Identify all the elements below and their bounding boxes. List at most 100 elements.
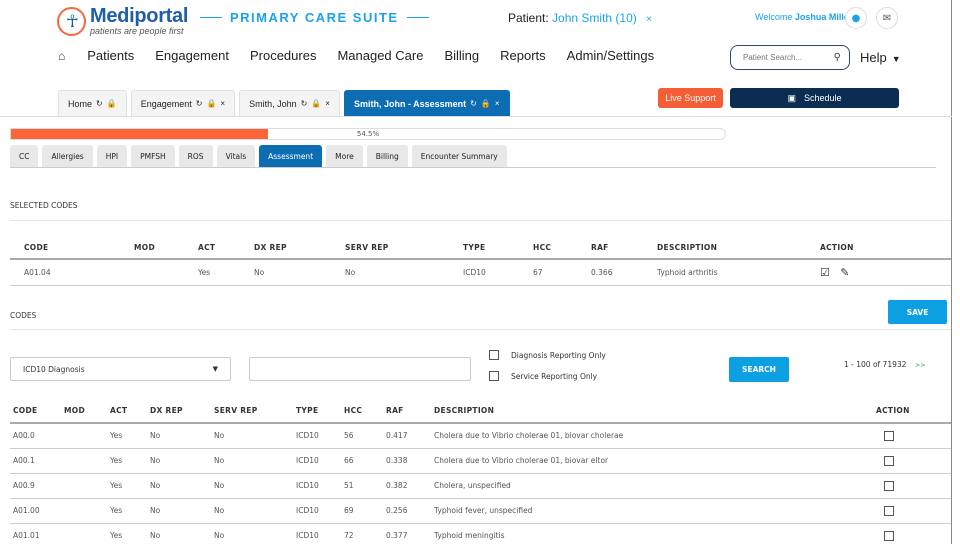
col-description[interactable]: DESCRIPTION [657, 236, 820, 260]
tab-ros[interactable]: ROS [178, 145, 213, 167]
diagnosis-reporting-checkbox[interactable] [489, 350, 499, 360]
next-page-button[interactable]: >> [914, 361, 926, 369]
nav-engagement[interactable]: Engagement [155, 48, 229, 63]
nav-patients[interactable]: Patients [87, 48, 135, 63]
service-reporting-filter[interactable]: Service Reporting Only [489, 371, 597, 381]
tab-cc[interactable]: CC [10, 145, 39, 167]
session-tab-engagement[interactable]: Engagement ↻ 🔒 × [130, 90, 236, 116]
col-dx-rep[interactable]: DX REP [254, 236, 345, 260]
edit-icon[interactable]: ✎ [840, 265, 850, 279]
col-description[interactable]: DESCRIPTION [434, 398, 876, 424]
tab-assessment[interactable]: Assessment [259, 145, 323, 167]
cell-act: Yes [110, 523, 150, 544]
calendar-icon: ▣ [787, 92, 796, 103]
select-code-checkbox[interactable] [884, 530, 894, 541]
nav-managed-care[interactable]: Managed Care [337, 48, 424, 63]
session-tab-assessment[interactable]: Smith, John - Assessment ↻ 🔒 × [343, 90, 510, 116]
search-button[interactable]: SEARCH [729, 357, 789, 382]
close-icon[interactable]: × [494, 99, 500, 108]
refresh-icon[interactable]: ↻ [300, 99, 308, 108]
close-icon[interactable]: × [220, 99, 226, 108]
tab-billing[interactable]: Billing [366, 145, 408, 167]
cell-hcc: 66 [344, 448, 386, 474]
col-code[interactable]: CODE [24, 236, 134, 260]
live-support-button[interactable]: Live Support [658, 88, 723, 108]
col-serv-rep[interactable]: SERV REP [214, 398, 296, 424]
col-raf[interactable]: RAF [386, 398, 434, 424]
tab-allergies[interactable]: Allergies [42, 145, 93, 167]
col-type[interactable]: TYPE [296, 398, 344, 424]
col-serv-rep[interactable]: SERV REP [345, 236, 463, 260]
cell-description: Typhoid arthritis [657, 259, 820, 286]
nav-procedures[interactable]: Procedures [249, 48, 317, 63]
home-icon[interactable]: ⌂ [58, 48, 66, 63]
tabs-divider [10, 167, 936, 168]
lock-icon[interactable]: 🔒 [206, 99, 217, 108]
close-icon[interactable]: × [325, 99, 330, 108]
cell-code: A00.1 [10, 448, 64, 474]
suite-title-text: PRIMARY CARE SUITE [230, 10, 399, 25]
col-dx-rep[interactable]: DX REP [150, 398, 214, 424]
tab-hpi[interactable]: HPI [96, 145, 128, 167]
col-hcc[interactable]: HCC [344, 398, 386, 424]
col-raf[interactable]: RAF [591, 236, 657, 260]
service-reporting-checkbox[interactable] [489, 371, 499, 381]
cell-dx-rep: No [254, 259, 345, 286]
select-code-checkbox[interactable] [884, 480, 894, 491]
tab-encounter-summary[interactable]: Encounter Summary [411, 145, 507, 167]
refresh-icon[interactable]: ↻ [195, 99, 203, 108]
schedule-button[interactable]: ▣ Schedule [730, 88, 899, 108]
tab-label: Home [68, 98, 93, 109]
save-button[interactable]: SAVE [888, 300, 947, 324]
patient-search-input[interactable] [743, 53, 823, 62]
cell-description: Typhoid fever, unspecified [434, 498, 876, 524]
nav-admin-settings[interactable]: Admin/Settings [566, 48, 655, 63]
col-act[interactable]: ACT [110, 398, 150, 424]
nav-billing[interactable]: Billing [444, 48, 480, 63]
cell-description: Cholera due to Vibrio cholerae 01, biova… [434, 423, 876, 449]
lock-icon[interactable]: 🔒 [311, 99, 322, 108]
cell-hcc: 51 [344, 473, 386, 499]
col-hcc[interactable]: HCC [533, 236, 591, 260]
diagnosis-reporting-filter[interactable]: Diagnosis Reporting Only [489, 350, 606, 360]
col-type[interactable]: TYPE [463, 236, 533, 260]
checked-box-icon[interactable]: ☑ [820, 265, 830, 279]
lock-icon[interactable]: 🔒 [106, 99, 117, 108]
help-menu[interactable]: Help ▼ [860, 50, 901, 65]
cell-code: A01.00 [10, 498, 64, 524]
nav-reports[interactable]: Reports [500, 48, 546, 63]
refresh-icon[interactable]: ↻ [96, 99, 103, 108]
tab-pmfsh[interactable]: PMFSH [131, 145, 175, 167]
welcome-user: Joshua Miller [794, 12, 853, 22]
select-code-checkbox[interactable] [884, 455, 894, 466]
select-code-checkbox[interactable] [884, 430, 894, 441]
mail-icon: ✉ [882, 12, 892, 24]
col-act[interactable]: ACT [198, 236, 254, 260]
close-patient-button[interactable]: × [646, 14, 652, 25]
session-tab-smith-john[interactable]: Smith, John ↻ 🔒 × [239, 90, 340, 116]
cell-hcc: 69 [344, 498, 386, 524]
section-divider [10, 220, 951, 221]
messages-button[interactable]: ✉ [876, 7, 898, 29]
session-tabs: Home ↻ 🔒 Engagement ↻ 🔒 × Smith, John ↻ … [58, 90, 514, 116]
search-icon[interactable]: ⚲ [833, 52, 841, 63]
code-type-select[interactable]: ICD10 Diagnosis ▼ [10, 357, 231, 381]
session-tab-home[interactable]: Home ↻ 🔒 [58, 90, 127, 116]
mediportal-logo[interactable]: ☥ Mediportal patients are people first [57, 6, 188, 36]
col-mod[interactable]: MOD [64, 398, 110, 424]
col-code[interactable]: CODE [10, 398, 64, 424]
code-search-input[interactable] [249, 357, 471, 381]
user-profile-button[interactable]: ● [845, 7, 867, 29]
col-mod[interactable]: MOD [134, 236, 198, 260]
tab-more[interactable]: More [326, 145, 363, 167]
cell-mod [64, 448, 110, 474]
lock-icon[interactable]: 🔒 [480, 99, 491, 108]
code-type-value: ICD10 Diagnosis [23, 364, 85, 374]
patient-name-link[interactable]: John Smith (10) [552, 11, 637, 25]
cell-dx-rep: No [150, 498, 214, 524]
select-code-checkbox[interactable] [884, 505, 894, 516]
col-action: ACTION [820, 236, 951, 260]
tab-vitals[interactable]: Vitals [216, 145, 256, 167]
progress-label: 54.5% [356, 130, 380, 138]
refresh-icon[interactable]: ↻ [470, 99, 477, 108]
